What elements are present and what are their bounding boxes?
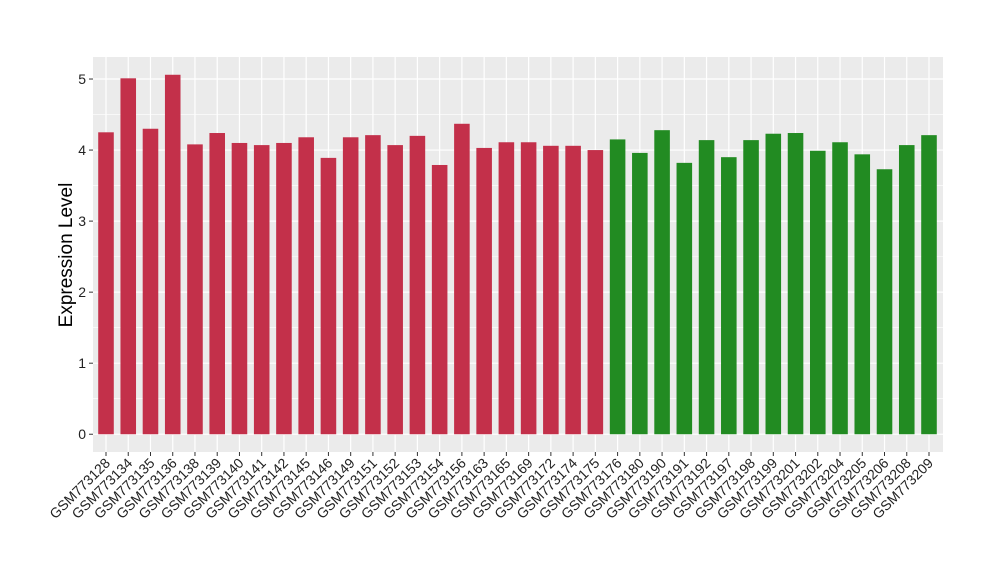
bar-GSM773197 xyxy=(721,157,737,435)
bar-GSM773192 xyxy=(698,140,715,435)
bar-GSM773146 xyxy=(320,157,337,435)
y-tick-label: 0 xyxy=(78,426,86,442)
bar-GSM773204 xyxy=(832,142,848,435)
bar-GSM773145 xyxy=(298,137,314,435)
y-tick-label: 3 xyxy=(78,213,86,229)
bar-GSM773205 xyxy=(854,154,871,435)
bar-GSM773140 xyxy=(231,142,248,435)
y-axis: 0 1 2 3 4 5 xyxy=(78,71,93,442)
bar-GSM773165 xyxy=(498,142,515,435)
bar-GSM773180 xyxy=(632,152,648,435)
bar-GSM773199 xyxy=(765,133,782,435)
bar-GSM773172 xyxy=(543,145,559,435)
bar-GSM773198 xyxy=(743,140,759,435)
y-tick-label: 5 xyxy=(78,71,86,87)
bar-GSM773141 xyxy=(253,145,270,435)
bar-GSM773134 xyxy=(120,78,137,435)
bar-GSM773202 xyxy=(809,150,826,435)
bar-GSM773163 xyxy=(476,147,492,435)
y-tick-label: 2 xyxy=(78,284,86,300)
bar-GSM773175 xyxy=(587,150,604,435)
bar-GSM773154 xyxy=(431,164,448,435)
bar-GSM773153 xyxy=(409,135,426,435)
y-axis-label: Expression Level xyxy=(56,183,77,328)
bar-GSM773209 xyxy=(921,135,937,435)
bar-GSM773206 xyxy=(876,169,893,435)
bar-GSM773176 xyxy=(609,139,626,435)
y-tick-label: 4 xyxy=(78,142,86,158)
bar-GSM773169 xyxy=(520,142,537,435)
bar-GSM773174 xyxy=(565,145,581,435)
bar-GSM773138 xyxy=(187,144,203,435)
bar-GSM773128 xyxy=(98,132,114,435)
bar-GSM773191 xyxy=(676,162,693,435)
y-tick-label: 1 xyxy=(78,355,86,371)
bars xyxy=(98,74,937,435)
bar-GSM773208 xyxy=(898,145,915,435)
bar-GSM773190 xyxy=(654,130,670,435)
bar-GSM773142 xyxy=(276,142,292,435)
bar-GSM773152 xyxy=(387,145,403,435)
bar-GSM773149 xyxy=(342,137,359,435)
x-axis: GSM773128GSM773134GSM773135GSM773136GSM7… xyxy=(46,452,936,522)
bar-GSM773139 xyxy=(209,133,226,435)
bar-GSM773136 xyxy=(164,74,181,435)
bar-GSM773201 xyxy=(787,133,804,435)
bar-GSM773151 xyxy=(365,135,381,435)
bar-GSM773135 xyxy=(142,128,159,435)
bar-GSM773156 xyxy=(454,123,470,435)
